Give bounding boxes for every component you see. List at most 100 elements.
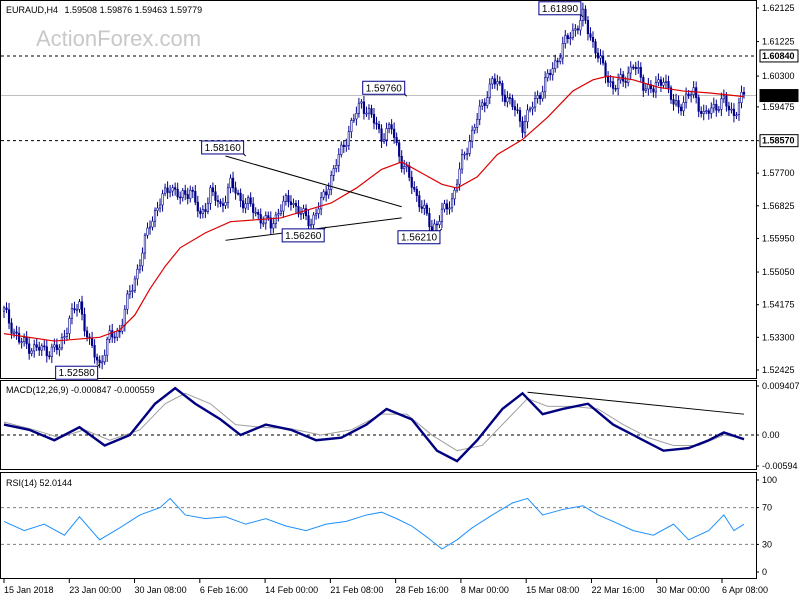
- candle-body: [481, 102, 484, 107]
- candle-body: [362, 101, 366, 114]
- candle-body: [473, 127, 476, 131]
- candle-body: [289, 201, 293, 205]
- candle-body: [68, 317, 71, 334]
- candle-body: [702, 111, 705, 114]
- macd-header: MACD(12,26,9) -0.000847 -0.000559: [6, 385, 155, 395]
- candle-body: [604, 62, 607, 78]
- candle-body: [561, 43, 564, 59]
- candle-body: [12, 331, 16, 334]
- candle-body: [299, 213, 303, 215]
- candle-body: [85, 330, 89, 338]
- candle-body: [267, 215, 270, 219]
- candle-body: [377, 123, 381, 130]
- candle-body: [103, 354, 106, 363]
- candle-body: [370, 108, 373, 115]
- candle-body: [231, 177, 235, 189]
- candle-body: [624, 80, 627, 83]
- candle-body: [664, 81, 668, 83]
- candle-body: [692, 87, 695, 95]
- candle-body: [141, 252, 144, 267]
- rsi-tick-label: 70: [762, 503, 772, 513]
- candle-body: [642, 77, 645, 91]
- candle-body: [496, 81, 499, 85]
- candle-body: [420, 206, 423, 209]
- candle-body: [345, 145, 348, 147]
- candle-body: [367, 108, 371, 114]
- candle-body: [123, 308, 126, 326]
- candle-body: [73, 308, 76, 311]
- trendline: [225, 155, 402, 208]
- candle-body: [181, 190, 184, 198]
- candle-body: [257, 211, 260, 215]
- candle-body: [174, 187, 177, 190]
- candle-body: [398, 142, 401, 157]
- candle-body: [730, 108, 733, 111]
- candle-body: [287, 195, 290, 203]
- axes: 1.62125 1.61225 1.60300 1.59475 1.58570 1.577…: [3, 3, 800, 595]
- candle-body: [43, 345, 46, 348]
- candle-body: [672, 99, 675, 105]
- candle-body: [80, 301, 84, 315]
- annotation-label: 1.56210: [401, 233, 438, 244]
- candle-body: [297, 205, 300, 215]
- annotation-box: [201, 140, 245, 155]
- candle-body: [674, 100, 678, 105]
- candle-body: [556, 60, 559, 63]
- candle-body: [589, 33, 592, 38]
- price-tick-label: 1.53300: [762, 332, 795, 342]
- candle-body: [471, 129, 474, 142]
- candle-body: [526, 109, 529, 123]
- candle-body: [516, 109, 519, 112]
- candle-body: [191, 189, 194, 192]
- rsi-panel-frame: [0, 472, 757, 579]
- candle-body: [10, 322, 13, 334]
- annotation-label: 1.61890: [542, 4, 579, 15]
- price-tick-label: 1.54175: [762, 300, 795, 310]
- time-tick-label: 6 Apr 08:00: [722, 585, 768, 595]
- candle-body: [679, 106, 683, 112]
- moving-average-line: [3, 75, 745, 342]
- candle-body: [211, 187, 215, 193]
- candle-body: [5, 307, 8, 310]
- candle-body: [659, 79, 663, 86]
- candle-body: [511, 98, 514, 107]
- annotation-box: [362, 80, 406, 95]
- candle-body: [199, 210, 202, 214]
- candle-body: [161, 193, 164, 206]
- candle-body: [194, 191, 197, 203]
- candle-body: [594, 41, 597, 54]
- candle-body: [214, 191, 217, 201]
- price-level-label-box: [759, 134, 799, 148]
- candle-body: [438, 221, 441, 225]
- candle-body: [393, 128, 396, 138]
- candle-body: [508, 97, 512, 99]
- candle-body: [498, 81, 501, 84]
- candle-body: [146, 227, 149, 236]
- candle-body: [634, 66, 637, 70]
- candle-body: [35, 344, 38, 348]
- candle-body: [216, 200, 220, 202]
- candle-body: [327, 188, 330, 196]
- candle-body: [531, 106, 534, 110]
- candle-body: [408, 165, 411, 178]
- candle-body: [629, 66, 632, 74]
- candle-body: [682, 102, 685, 112]
- macd-signal-line: [3, 392, 745, 452]
- candle-body: [647, 84, 650, 90]
- time-tick-label: 22 Mar 16:00: [591, 585, 644, 595]
- candle-body: [2, 307, 6, 312]
- candle-body: [229, 177, 232, 189]
- candle-body: [486, 97, 489, 106]
- candle-body: [340, 144, 343, 155]
- candle-body: [732, 108, 736, 116]
- candle-body: [423, 204, 426, 209]
- candle-body: [443, 203, 446, 210]
- candle-body: [179, 196, 182, 199]
- time-tick-label: 23 Jan 00:00: [69, 585, 121, 595]
- candle-body: [312, 214, 315, 226]
- candle-body: [700, 111, 703, 114]
- candle-body: [136, 268, 139, 280]
- macd-tick-label: 0.00: [762, 430, 780, 440]
- candle-body: [644, 88, 647, 91]
